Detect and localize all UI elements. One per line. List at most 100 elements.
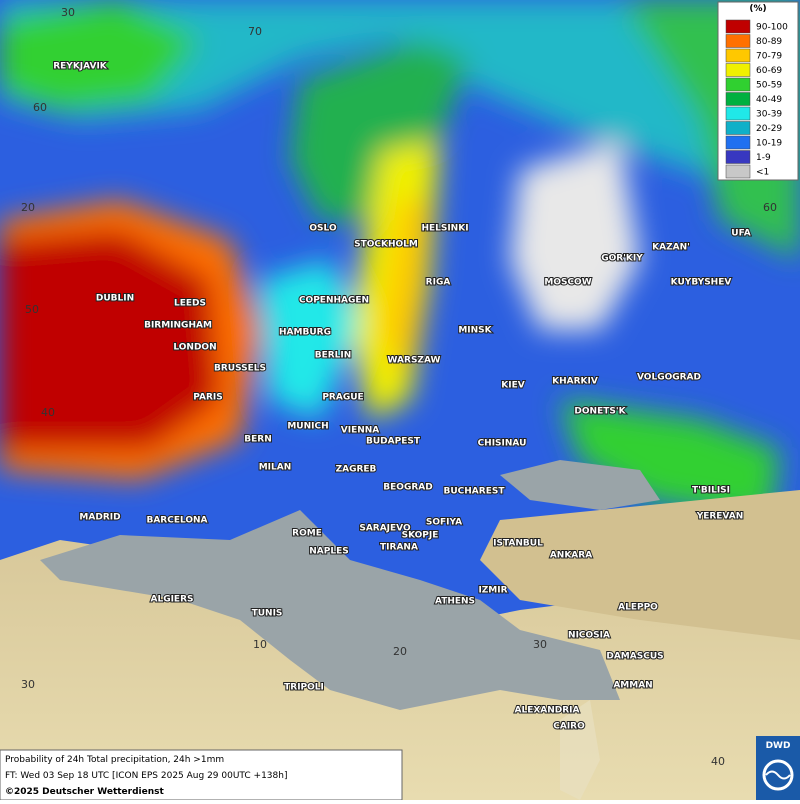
city-label: ZAGREB bbox=[336, 465, 377, 475]
city-label: COPENHAGEN bbox=[299, 296, 369, 306]
city-label: ROME bbox=[292, 529, 322, 539]
city-label: MUNICH bbox=[287, 422, 328, 432]
logo: DWD bbox=[756, 736, 800, 800]
city-label: ISTANBUL bbox=[493, 539, 543, 549]
legend-label: 90-100 bbox=[756, 23, 788, 33]
city-label: BERLIN bbox=[315, 351, 352, 361]
graticule-label: 10 bbox=[253, 638, 267, 651]
legend-swatch bbox=[725, 77, 751, 92]
city-label: BUCHAREST bbox=[444, 487, 506, 497]
legend-label: 40-49 bbox=[756, 95, 782, 105]
city-label: MINSK bbox=[458, 326, 492, 336]
city-label: LONDON bbox=[173, 343, 216, 353]
legend-label: 30-39 bbox=[756, 110, 782, 120]
city-label: ALEXANDRIA bbox=[515, 706, 580, 716]
city-label: CHISINAU bbox=[478, 439, 527, 449]
city-label: DAMASCUS bbox=[606, 652, 663, 662]
city-label: HAMBURG bbox=[279, 328, 331, 338]
graticule-label: 60 bbox=[763, 201, 777, 214]
city-label: KHARKIV bbox=[552, 377, 598, 387]
city-label: REYKJAVIK bbox=[53, 62, 108, 72]
labels: 30 70 60 20 60 50 40 10 20 30 30 40 REYKJAVIK OSLO STO… bbox=[21, 6, 777, 768]
caption-line: ©2025 Deutscher Wetterdienst bbox=[5, 787, 164, 797]
city-label: MOSCOW bbox=[544, 278, 591, 288]
city-label: TRIPOLI bbox=[284, 683, 324, 693]
city-label: KAZAN' bbox=[652, 243, 690, 253]
city-label: TIRANA bbox=[380, 543, 418, 553]
city-label: WARSZAW bbox=[388, 356, 441, 366]
legend-label: 60-69 bbox=[756, 66, 782, 76]
legend-title: (%) bbox=[749, 4, 766, 14]
city-label: VOLGOGRAD bbox=[637, 373, 701, 383]
graticule-label: 40 bbox=[41, 406, 55, 419]
city-label: PARIS bbox=[193, 393, 223, 403]
city-label: T'BILISI bbox=[692, 486, 730, 496]
city-label: KUYBYSHEV bbox=[671, 278, 732, 288]
graticule-label: 30 bbox=[61, 6, 75, 19]
legend-swatch bbox=[725, 135, 751, 150]
city-label: ALEPPO bbox=[618, 603, 658, 613]
graticule-label: 60 bbox=[33, 101, 47, 114]
city-label: MADRID bbox=[79, 513, 120, 523]
city-label: ATHENS bbox=[435, 597, 475, 607]
city-label: BUDAPEST bbox=[366, 437, 421, 447]
legend-swatch bbox=[725, 150, 751, 164]
legend-swatch bbox=[725, 48, 751, 63]
legend-label: 80-89 bbox=[756, 37, 782, 47]
caption-line: FT: Wed 03 Sep 18 UTC [ICON EPS 2025 Aug… bbox=[5, 771, 287, 781]
graticule-label: 70 bbox=[248, 25, 262, 38]
graticule-label: 30 bbox=[21, 678, 35, 691]
legend-swatch bbox=[725, 63, 751, 77]
caption: Probability of 24h Total precipitation, … bbox=[0, 749, 403, 801]
graticule-label: 30 bbox=[533, 638, 547, 651]
city-label: YEREVAN bbox=[696, 512, 744, 522]
legend-swatch bbox=[725, 34, 751, 48]
graticule-label: 20 bbox=[393, 645, 407, 658]
legend: (%) 90-100 80-89 70-79 60-69 50-59 40-49 30-39… bbox=[717, 1, 799, 181]
city-label: DUBLIN bbox=[96, 294, 134, 304]
city-label: BRUSSELS bbox=[214, 364, 266, 374]
city-label: NAPLES bbox=[309, 547, 348, 557]
city-label: BIRMINGHAM bbox=[144, 321, 212, 331]
city-label: HELSINKI bbox=[421, 224, 468, 234]
city-label: ALGIERS bbox=[151, 595, 194, 605]
legend-swatch bbox=[725, 164, 751, 179]
legend-label: <1 bbox=[756, 168, 769, 178]
city-label: SARAJEVO bbox=[359, 524, 411, 534]
city-label: BERN bbox=[244, 435, 271, 445]
city-label: IZMIR bbox=[478, 586, 507, 596]
city-label: KIEV bbox=[501, 381, 524, 391]
city-label: BEOGRAD bbox=[383, 483, 432, 493]
city-label: VIENNA bbox=[341, 426, 380, 436]
legend-label: 1-9 bbox=[756, 153, 771, 163]
city-label: ANKARA bbox=[550, 551, 592, 561]
legend-label: 20-29 bbox=[756, 124, 782, 134]
city-label: OSLO bbox=[309, 224, 337, 234]
city-label: GOR'KIY bbox=[601, 254, 643, 264]
city-label: SOFIYA bbox=[426, 518, 462, 528]
city-label: MILAN bbox=[259, 463, 292, 473]
city-label: STOCKHOLM bbox=[354, 240, 418, 250]
city-label: UFA bbox=[731, 229, 750, 239]
legend-swatch bbox=[725, 92, 751, 106]
city-label: AMMAN bbox=[613, 681, 652, 691]
city-label: SKOPJE bbox=[402, 531, 439, 541]
city-label: PRAGUE bbox=[322, 393, 363, 403]
legend-swatch bbox=[725, 121, 751, 135]
city-label: NICOSIA bbox=[568, 631, 610, 641]
graticule-label: 50 bbox=[25, 303, 39, 316]
legend-swatch bbox=[725, 106, 751, 121]
city-label: RIGA bbox=[426, 278, 451, 288]
graticule-label: 40 bbox=[711, 755, 725, 768]
city-label: TUNIS bbox=[252, 609, 283, 619]
legend-label: 70-79 bbox=[756, 52, 782, 62]
city-label: LEEDS bbox=[174, 299, 206, 309]
city-label: CAIRO bbox=[553, 722, 585, 732]
legend-swatch bbox=[725, 19, 751, 34]
caption-line: Probability of 24h Total precipitation, … bbox=[5, 755, 224, 765]
legend-label: 10-19 bbox=[756, 139, 782, 149]
legend-label: 50-59 bbox=[756, 81, 782, 91]
city-label: DONETS'K bbox=[574, 407, 626, 417]
